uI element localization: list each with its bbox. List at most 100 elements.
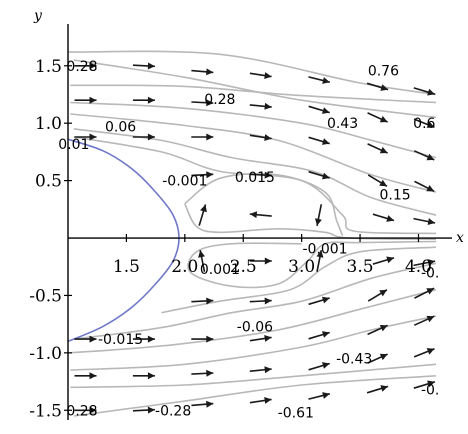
arrow-head xyxy=(379,115,388,123)
vector-arrow xyxy=(413,87,436,96)
vector-arrow xyxy=(132,96,155,104)
axes-group xyxy=(67,24,452,420)
y-axis-label: y xyxy=(33,8,43,24)
arrow-head xyxy=(264,366,272,374)
arrow-head xyxy=(89,62,97,70)
contour-label: -0.43 xyxy=(336,352,372,368)
vector-arrow xyxy=(308,362,330,371)
vector-arrow xyxy=(308,76,330,84)
arrow-head xyxy=(426,315,435,323)
vector-arrow xyxy=(308,296,330,306)
streamline xyxy=(70,288,437,354)
vector-arrow xyxy=(249,335,272,342)
vector-arrow xyxy=(249,72,272,79)
arrow-head xyxy=(264,72,272,79)
contour-label: 0.001 xyxy=(200,262,240,278)
contour-label: 0.015 xyxy=(235,170,275,186)
vector-arrow xyxy=(74,133,97,141)
x-tick-label: 4.0 xyxy=(405,257,432,277)
vector-arrow xyxy=(191,68,214,76)
streamline xyxy=(73,375,437,417)
contour-label: -0.015 xyxy=(98,332,143,348)
arrow-head xyxy=(322,296,330,304)
streamline xyxy=(70,315,437,371)
contour-label: -0.001 xyxy=(302,241,347,257)
vector-arrow xyxy=(191,99,214,107)
streamlines-group xyxy=(67,50,437,417)
x-tick-label: 2.0 xyxy=(171,257,198,277)
vector-arrow xyxy=(372,256,395,265)
vector-arrow xyxy=(249,257,272,265)
arrow-head xyxy=(200,204,207,213)
streamline xyxy=(73,262,437,340)
vector-arrow xyxy=(74,335,97,343)
x-tick-label: 3.5 xyxy=(347,257,374,277)
contour-label: 0.43 xyxy=(327,116,358,132)
arrow-head xyxy=(249,211,258,219)
boundary-curve-group xyxy=(67,138,180,343)
vector-arrow xyxy=(367,289,388,302)
contour-label: -0.06 xyxy=(237,319,273,335)
vector-arrow xyxy=(413,315,435,326)
arrow-head xyxy=(264,102,272,110)
contour-label: -0. xyxy=(421,265,439,281)
y-tick-label: 1.5 xyxy=(35,57,62,77)
arrow-head xyxy=(315,218,322,226)
arrow-head xyxy=(379,353,388,361)
streamline xyxy=(73,59,437,119)
vector-arrow xyxy=(315,204,323,226)
arrow-head xyxy=(147,133,155,141)
vector-arrow xyxy=(132,133,155,141)
x-tick-label: 3.0 xyxy=(288,257,315,277)
vector-arrow xyxy=(74,372,97,380)
arrow-head xyxy=(322,138,330,145)
streamline xyxy=(187,240,437,289)
x-tick-label: 1.5 xyxy=(113,257,140,277)
vector-arrow xyxy=(249,102,272,110)
vector-arrow xyxy=(249,134,272,141)
contour-label: 0.6 xyxy=(413,116,435,132)
contour-label: -0.61 xyxy=(278,406,314,422)
vector-arrow xyxy=(366,82,389,91)
streamline xyxy=(70,113,437,193)
ticks-group: 1.5 2.0 2.5 3.0 3.5 4.0 1.5 1.0 0.5 -0.5 -1.0 -1.5 xyxy=(29,57,432,421)
vector-arrow xyxy=(372,213,395,222)
streamline xyxy=(67,50,437,96)
arrow-head xyxy=(386,215,394,222)
vector-arrow xyxy=(308,331,330,340)
arrow-head xyxy=(426,121,435,128)
vector-arrow xyxy=(367,174,388,187)
contour-label: 0.06 xyxy=(105,120,136,136)
vector-arrow xyxy=(308,105,330,114)
arrow-head xyxy=(380,385,389,392)
contour-label: 0.76 xyxy=(368,63,399,79)
vector-arrow xyxy=(249,171,272,179)
arrow-head xyxy=(322,362,330,369)
vector-arrows-group xyxy=(74,62,436,414)
vector-arrow xyxy=(367,324,388,336)
vector-arrow xyxy=(191,133,214,141)
arrow-head xyxy=(89,372,97,380)
vector-arrow xyxy=(249,397,272,404)
arrow-head xyxy=(206,171,214,179)
arrow-head xyxy=(206,369,214,377)
arrow-head xyxy=(264,397,272,404)
arrow-head xyxy=(206,99,214,107)
streamline xyxy=(184,172,344,236)
vector-arrow xyxy=(132,62,155,70)
arrow-head xyxy=(322,77,330,84)
streamline xyxy=(70,101,437,159)
contour-label: 0.28 xyxy=(66,403,97,419)
vector-arrow xyxy=(413,259,436,267)
vector-arrow xyxy=(308,136,330,145)
vector-arrow xyxy=(316,250,324,272)
arrow-head xyxy=(427,380,435,388)
y-tick-label: -0.5 xyxy=(29,286,62,306)
contour-labels-group: 0.28 0.28 0.76 0.06 0.43 0.6 0.01 -0.001 0.015 0.… xyxy=(58,59,439,422)
arrow-head xyxy=(427,88,435,96)
arrow-head xyxy=(379,325,388,332)
arrow-head xyxy=(206,133,214,141)
contour-label: 0.01 xyxy=(58,137,89,153)
vector-arrow xyxy=(191,369,214,377)
x-tick-label: 2.5 xyxy=(230,257,257,277)
